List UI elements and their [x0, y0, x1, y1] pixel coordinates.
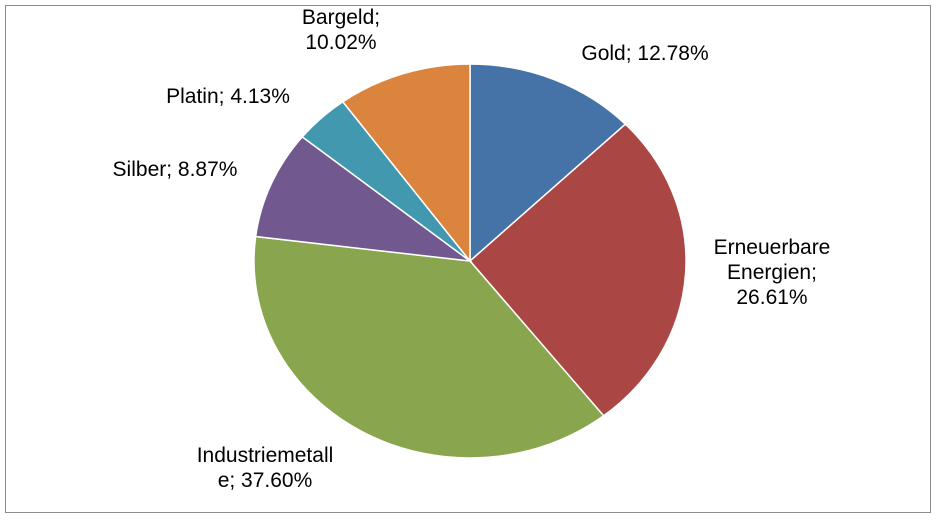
data-label-line: Silber; 8.87%: [113, 158, 238, 181]
data-label-line: 10.02%: [305, 31, 376, 54]
data-label-platin: Platin; 4.13%: [166, 85, 290, 108]
data-label-line: Erneuerbare: [714, 236, 831, 259]
data-label-erneuerbare-energien: Erneuerbare Energien; 26.61%: [714, 236, 831, 309]
pie-slice-bargeld: [341, 63, 471, 264]
data-label-industriemetalle: Industriemetall e; 37.60%: [197, 444, 334, 492]
data-label-line: Bargeld;: [302, 6, 380, 29]
data-label-line: Platin; 4.13%: [166, 85, 290, 108]
pie-slice-industriemetalle: [253, 235, 605, 459]
data-label-gold: Gold; 12.78%: [581, 42, 708, 65]
data-label-silber: Silber; 8.87%: [113, 158, 238, 181]
data-label-line: Gold; 12.78%: [581, 42, 708, 65]
pie-slice-silber: [254, 135, 473, 263]
pie-labels: Gold; 12.78% Erneuerbare Energien; 26.61% In…: [113, 6, 831, 492]
data-label-line: Industriemetall: [197, 444, 334, 467]
pie-slices: [253, 63, 687, 459]
data-label-line: Energien;: [727, 261, 817, 284]
data-label-line: e; 37.60%: [218, 469, 313, 492]
data-label-line: 26.61%: [736, 286, 807, 309]
data-label-bargeld: Bargeld; 10.02%: [302, 6, 380, 54]
pie-slice-erneuerbare-energien: [468, 123, 687, 417]
pie-slice-gold: [469, 63, 627, 263]
